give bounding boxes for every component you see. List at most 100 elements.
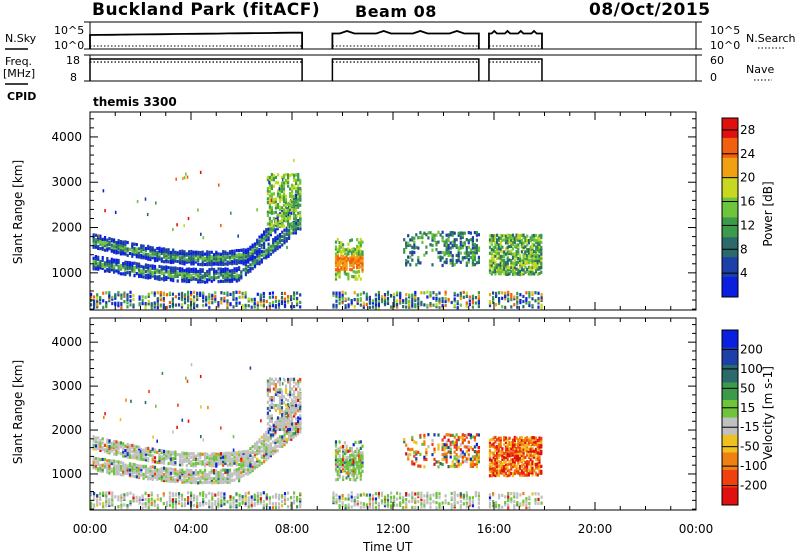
velocity-cell (151, 458, 154, 462)
power-cell (149, 264, 152, 268)
power-cell (122, 250, 125, 254)
power-cell (513, 265, 516, 270)
power-cell (219, 269, 222, 273)
velocity-cell (99, 469, 102, 473)
power-cell (277, 303, 281, 307)
power-cell (517, 260, 520, 264)
power-cell (469, 248, 472, 252)
power-cell (199, 254, 202, 259)
velocity-cell (149, 469, 152, 473)
velocity-cell (467, 457, 470, 461)
power-cell (293, 173, 296, 177)
power-cell (188, 273, 191, 277)
power-cell (519, 234, 522, 238)
power-cell (268, 186, 271, 190)
power-cell (251, 249, 254, 253)
velocity-cell (510, 492, 513, 496)
power-cell (276, 244, 279, 248)
power-cell (247, 252, 250, 256)
power-cell (266, 187, 269, 191)
velocity-cell (488, 498, 492, 502)
power-cell (490, 259, 493, 263)
power-cell (519, 273, 522, 277)
power-cell (287, 219, 290, 223)
velocity-cell (419, 464, 422, 468)
velocity-cell (160, 459, 163, 463)
velocity-data (90, 363, 543, 510)
power-cell (108, 265, 111, 269)
power-cell (498, 297, 501, 301)
velocity-cell (465, 435, 468, 439)
power-cell (277, 299, 281, 303)
power-colorbar-swatch (722, 118, 738, 139)
power-cell (356, 277, 359, 281)
power-cell (350, 274, 353, 279)
power-cell (499, 263, 502, 267)
power-cell (241, 304, 244, 308)
velocity-cell (278, 377, 282, 381)
power-cell (115, 261, 118, 265)
power-cell (529, 249, 532, 253)
velocity-cell (235, 492, 238, 496)
velocity-cell (92, 435, 95, 439)
power-cell (492, 261, 495, 265)
nave-hi: 60 (710, 54, 724, 67)
power-cell (247, 258, 250, 262)
velocity-cell (144, 449, 147, 453)
power-cell (187, 292, 190, 297)
velocity-cell (128, 453, 132, 457)
power-cell (106, 248, 109, 252)
power-cell (293, 158, 295, 163)
power-cell (247, 297, 250, 301)
velocity-cell (163, 478, 166, 483)
power-cell (140, 274, 143, 279)
velocity-cell (443, 455, 446, 459)
power-cell (181, 269, 184, 273)
power-cell (226, 301, 229, 305)
velocity-cell (152, 435, 154, 439)
power-cell (459, 291, 462, 295)
power-cell (426, 290, 429, 294)
power-cell (147, 257, 150, 261)
velocity-cell (138, 474, 141, 478)
velocity-cell (97, 462, 100, 467)
power-cell (393, 292, 396, 296)
velocity-cell (402, 495, 405, 499)
velocity-cell (238, 502, 241, 506)
power-cell (259, 303, 262, 307)
velocity-cell (203, 452, 207, 456)
power-cell (278, 208, 282, 212)
power-cell (228, 261, 232, 265)
velocity-cell (169, 475, 172, 479)
power-cell (97, 246, 100, 250)
velocity-cell (122, 452, 125, 456)
velocity-cell (477, 494, 480, 498)
power-cell (224, 267, 227, 271)
power-cell (429, 291, 432, 295)
power-cell (199, 280, 202, 284)
velocity-cell (188, 474, 191, 478)
velocity-cell (469, 462, 472, 466)
power-cell (297, 189, 300, 193)
power-cell (336, 270, 339, 274)
velocity-cell (149, 477, 152, 481)
power-cell (356, 259, 359, 263)
nsky-panel-trace (487, 29, 543, 49)
velocity-cell (409, 448, 412, 452)
velocity-cell (260, 439, 263, 443)
velocity-cell (190, 460, 193, 464)
velocity-cell (131, 454, 134, 458)
velocity-cell (113, 452, 116, 456)
velocity-cell (284, 403, 288, 407)
velocity-cell (425, 450, 428, 454)
velocity-cell (106, 446, 109, 450)
velocity-cell (342, 463, 345, 467)
velocity-cell (250, 495, 253, 499)
velocity-cell (113, 448, 116, 452)
power-cell (504, 293, 507, 297)
power-cell (208, 268, 211, 272)
power-cell (267, 248, 270, 252)
power-cell (94, 233, 97, 237)
power-cell (169, 260, 172, 265)
power-cell (194, 260, 197, 264)
